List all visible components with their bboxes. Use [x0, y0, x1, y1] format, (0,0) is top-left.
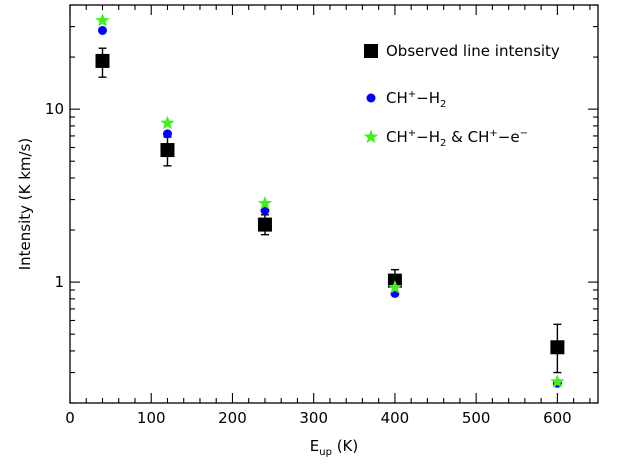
legend-ch-h2-label: CH+−H2 — [386, 89, 446, 110]
x-tick-label: 300 — [299, 409, 328, 427]
legend-ch-h2-marker — [366, 93, 376, 103]
x-axis-label-subscript: up — [319, 447, 332, 458]
x-tick-label: 600 — [543, 409, 572, 427]
y-tick-labels: 1 10 — [45, 100, 64, 291]
x-tick-labels: 0 100 200 300 400 500 600 — [65, 409, 571, 427]
legend-observed-marker — [364, 44, 378, 58]
legend-observed-label: Observed line intensity — [386, 42, 560, 60]
axis-ticks — [69, 4, 598, 404]
ch-h2-point — [97, 25, 107, 35]
plot-frame — [69, 4, 599, 404]
x-tick-label: 500 — [462, 409, 491, 427]
ch-h2-e-point — [160, 115, 175, 130]
legend-label-part: + — [408, 89, 416, 100]
legend-label-part: −H — [416, 89, 440, 107]
ch-h2-e-point — [550, 374, 565, 388]
observed-point — [257, 217, 272, 232]
data-marks — [95, 13, 565, 388]
observed-point — [95, 53, 110, 68]
x-axis-label-unit: (K) — [332, 437, 358, 455]
ch-h2-e-point — [95, 13, 110, 27]
legend-ch-h2-e-label: CH+−H2 & CH+−e− — [386, 128, 528, 149]
x-tick-label: 0 — [65, 409, 75, 427]
observed-point — [160, 143, 175, 158]
legend-label-part: 2 — [440, 138, 446, 149]
x-axis-label: Eup (K) — [310, 437, 358, 458]
y-tick-label: 1 — [54, 273, 64, 291]
legend-label-part: CH — [386, 89, 408, 107]
ch-h2-e-point — [257, 195, 273, 210]
legend-label-part: − — [520, 128, 528, 139]
x-tick-label: 400 — [381, 409, 410, 427]
y-axis-label: Intensity (K km/s) — [16, 138, 34, 271]
x-tick-label: 100 — [137, 409, 166, 427]
legend-label-part: −e — [498, 128, 520, 146]
ch-h2-point — [162, 129, 172, 139]
ch-h2-e-point — [387, 280, 403, 294]
legend-label-part: 2 — [440, 99, 446, 110]
x-tick-label: 200 — [218, 409, 247, 427]
legend-label-part: −H — [416, 128, 440, 146]
legend-label-part: + — [489, 128, 497, 139]
y-tick-label: 10 — [45, 100, 64, 118]
legend-label-part: + — [408, 128, 416, 139]
observed-point — [550, 340, 565, 355]
legend-label-part: CH — [386, 128, 408, 146]
x-axis-label-main: E — [310, 437, 319, 455]
legend-label-part: & CH — [446, 128, 489, 146]
legend-ch-h2-e-marker — [363, 129, 379, 144]
